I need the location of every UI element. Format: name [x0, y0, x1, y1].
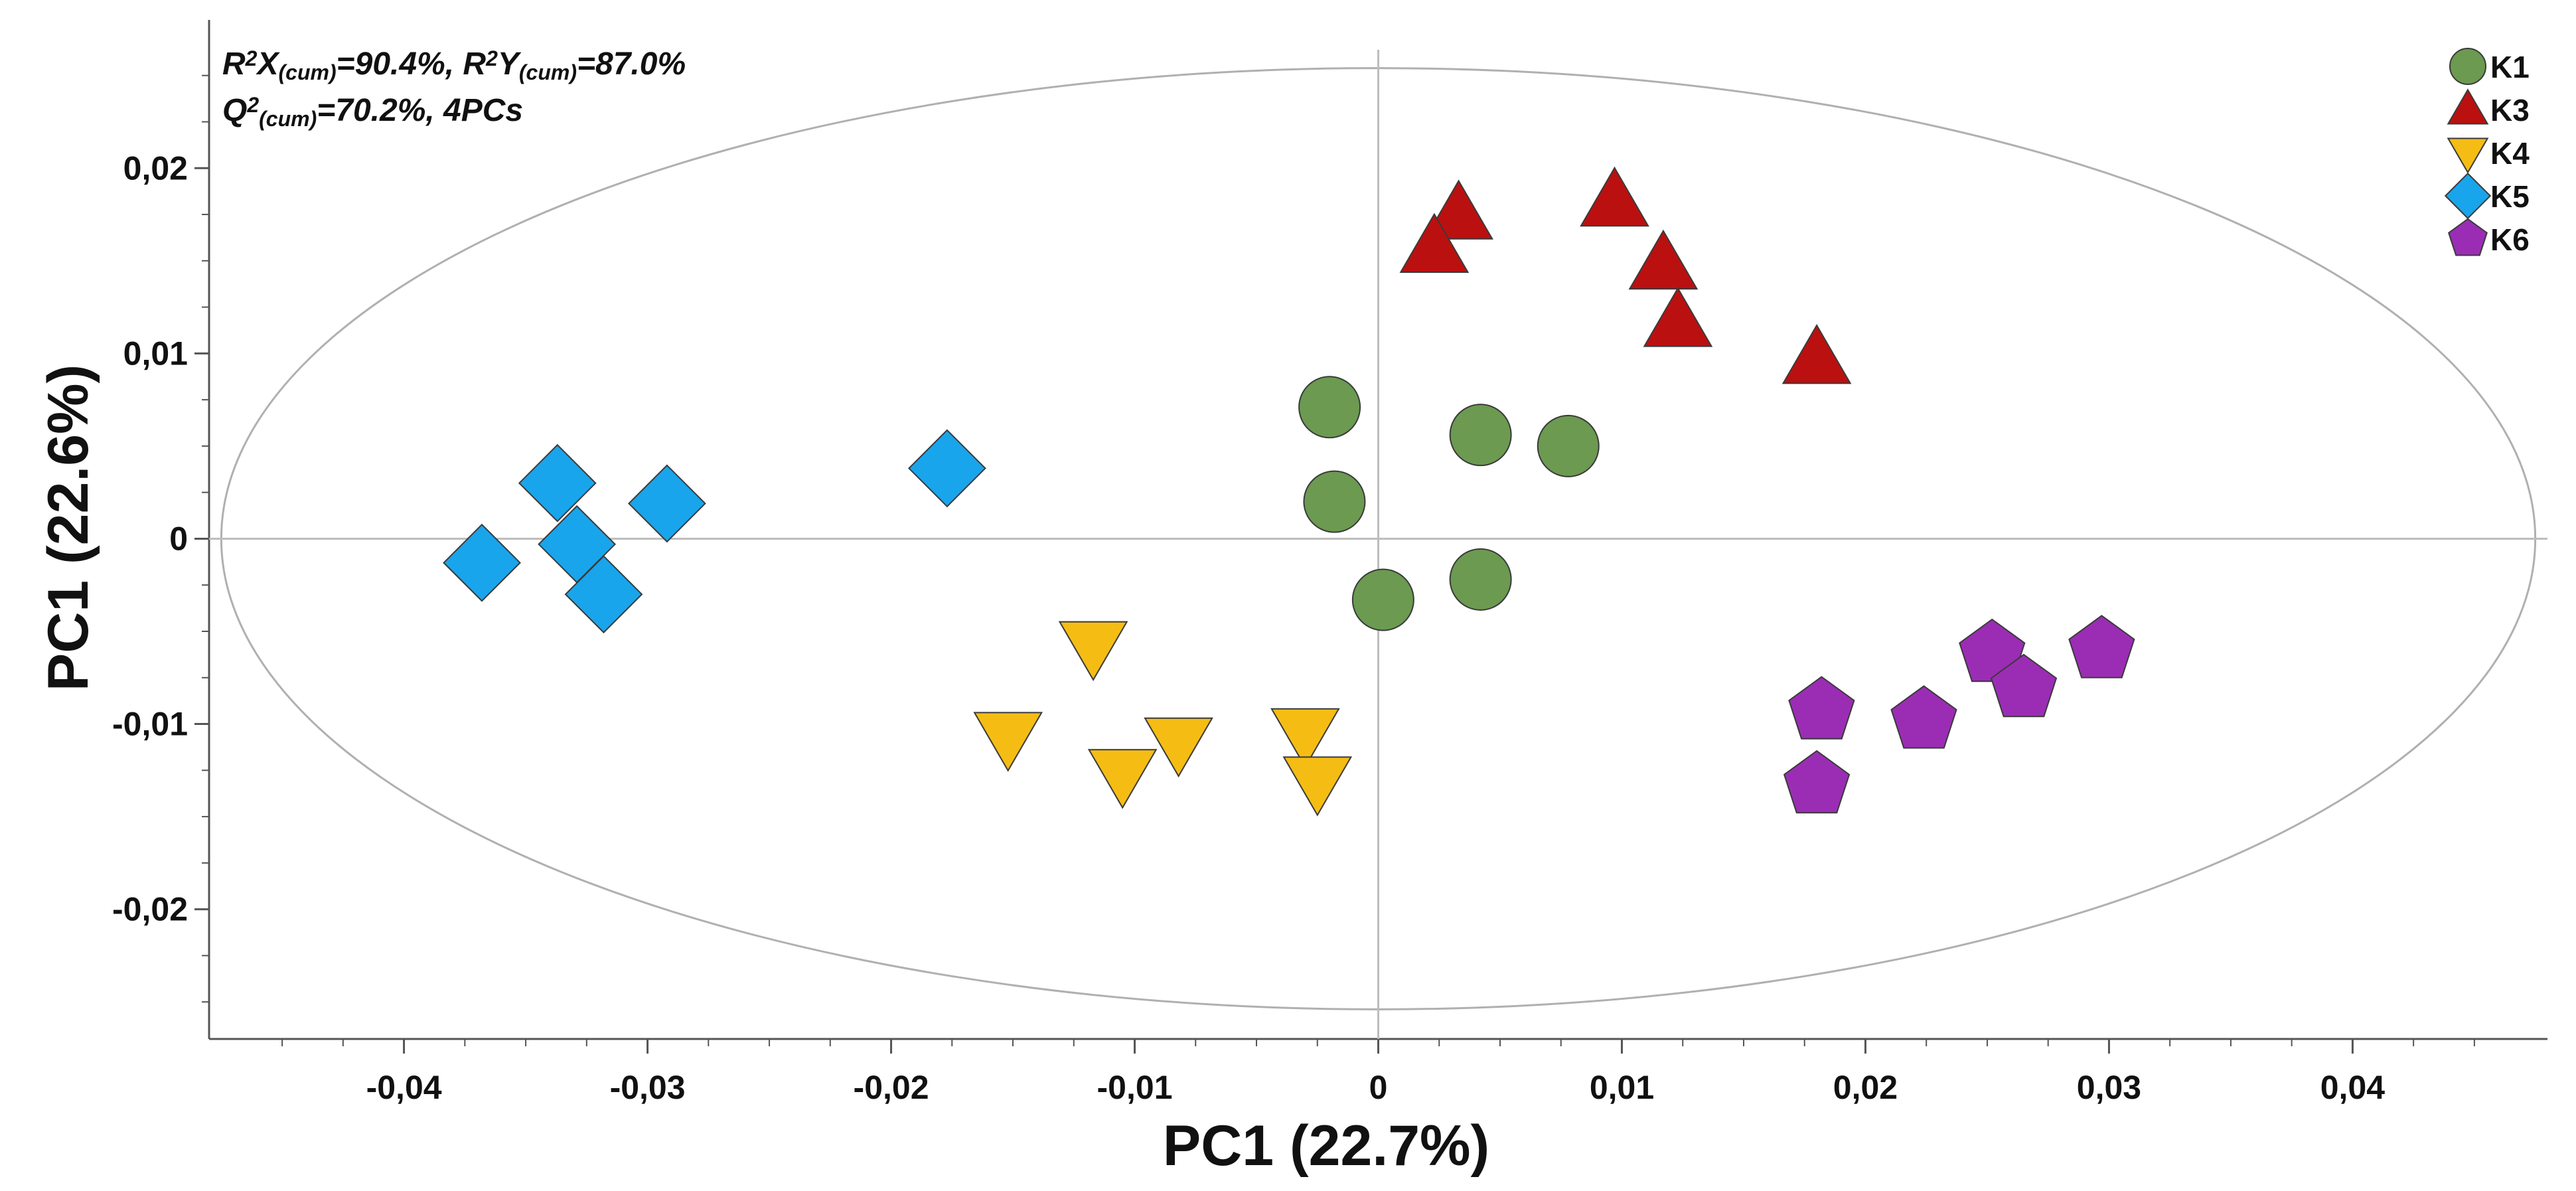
- series-k1: [1298, 376, 1600, 631]
- y-tick-label: -0,01: [112, 706, 188, 743]
- point-k4: [973, 712, 1043, 772]
- legend-label: K6: [2490, 222, 2530, 257]
- series-k6: [1783, 615, 2135, 814]
- point-k6: [1990, 653, 2058, 718]
- point-k3: [1399, 212, 1470, 273]
- point-k4: [1087, 749, 1158, 809]
- legend-item-k4: K4: [2447, 136, 2530, 174]
- x-tick-label: 0: [1369, 1069, 1388, 1106]
- legend-marker-k1: [2449, 48, 2486, 85]
- series-k4: [973, 621, 1353, 817]
- point-k3: [1643, 287, 1713, 347]
- point-k1: [1449, 404, 1512, 467]
- point-k5: [627, 464, 706, 543]
- x-tick-label: 0,03: [2077, 1069, 2141, 1106]
- y-axis-ticks: 0,02 0,01 0 -0,01 -0,02: [112, 74, 209, 1003]
- point-k1: [1351, 568, 1414, 631]
- point-k3: [1781, 324, 1852, 384]
- y-tick-label: 0: [169, 520, 188, 557]
- point-k6: [1783, 750, 1851, 814]
- point-k1: [1537, 414, 1600, 477]
- x-tick-label: -0,03: [610, 1069, 686, 1106]
- x-tick-label: -0,04: [366, 1069, 442, 1106]
- model-statistics-annotation: R2X(cum)=90.4%, R2Y(cum)=87.0% Q2(cum)=70…: [222, 46, 686, 131]
- legend-item-k3: K3: [2447, 88, 2530, 127]
- legend-marker-k3: [2447, 88, 2489, 125]
- x-tick-label: 0,04: [2320, 1069, 2386, 1106]
- y-axis-title: PC1 (22.6%): [37, 364, 100, 691]
- series-k3: [1399, 166, 1852, 384]
- point-k6: [1890, 685, 1957, 749]
- point-k5: [564, 555, 643, 634]
- legend: K1 K3 K4 K5 K6: [2444, 48, 2530, 257]
- point-k5: [443, 523, 521, 602]
- point-k5: [518, 443, 597, 522]
- point-k3: [1580, 166, 1649, 227]
- point-k3: [1628, 229, 1699, 290]
- point-k4: [1144, 717, 1213, 778]
- y-tick-label: 0,01: [123, 335, 188, 372]
- x-axis-title: PC1 (22.7%): [1163, 1114, 1489, 1178]
- data-points: [443, 166, 2135, 817]
- x-tick-label: 0,02: [1833, 1069, 1898, 1106]
- annotation-line-r2: R2X(cum)=90.4%, R2Y(cum)=87.0%: [222, 46, 686, 84]
- annotation-line-q2: Q2(cum)=70.2%, 4PCs: [222, 93, 523, 131]
- point-k4: [1058, 621, 1128, 681]
- legend-label: K5: [2490, 179, 2530, 214]
- y-tick-label: -0,02: [112, 891, 188, 928]
- point-k1: [1298, 376, 1361, 439]
- point-k1: [1449, 548, 1512, 611]
- point-k4: [1270, 708, 1340, 769]
- legend-label: K1: [2490, 50, 2530, 84]
- point-k1: [1303, 470, 1366, 533]
- legend-item-k6: K6: [2448, 218, 2530, 257]
- x-tick-label: -0,01: [1097, 1069, 1173, 1106]
- legend-marker-k5: [2444, 172, 2492, 220]
- point-k5: [907, 429, 986, 508]
- point-k3: [1424, 179, 1493, 240]
- y-tick-label: 0,02: [123, 149, 188, 187]
- point-k6: [2068, 615, 2135, 678]
- legend-label: K4: [2490, 136, 2530, 171]
- x-tick-label: 0,01: [1590, 1069, 1654, 1106]
- x-axis-ticks: -0,04 -0,03 -0,02 -0,01 0 0,01 0,02 0,03 0,04: [281, 1039, 2475, 1106]
- point-k6: [1788, 676, 1855, 740]
- series-k5: [443, 429, 986, 634]
- point-k4: [1282, 756, 1353, 817]
- legend-marker-k4: [2447, 137, 2489, 174]
- legend-item-k1: K1: [2449, 48, 2530, 85]
- legend-item-k5: K5: [2444, 172, 2530, 220]
- x-tick-label: -0,02: [854, 1069, 929, 1106]
- legend-label: K3: [2490, 93, 2530, 127]
- legend-marker-k6: [2448, 218, 2488, 256]
